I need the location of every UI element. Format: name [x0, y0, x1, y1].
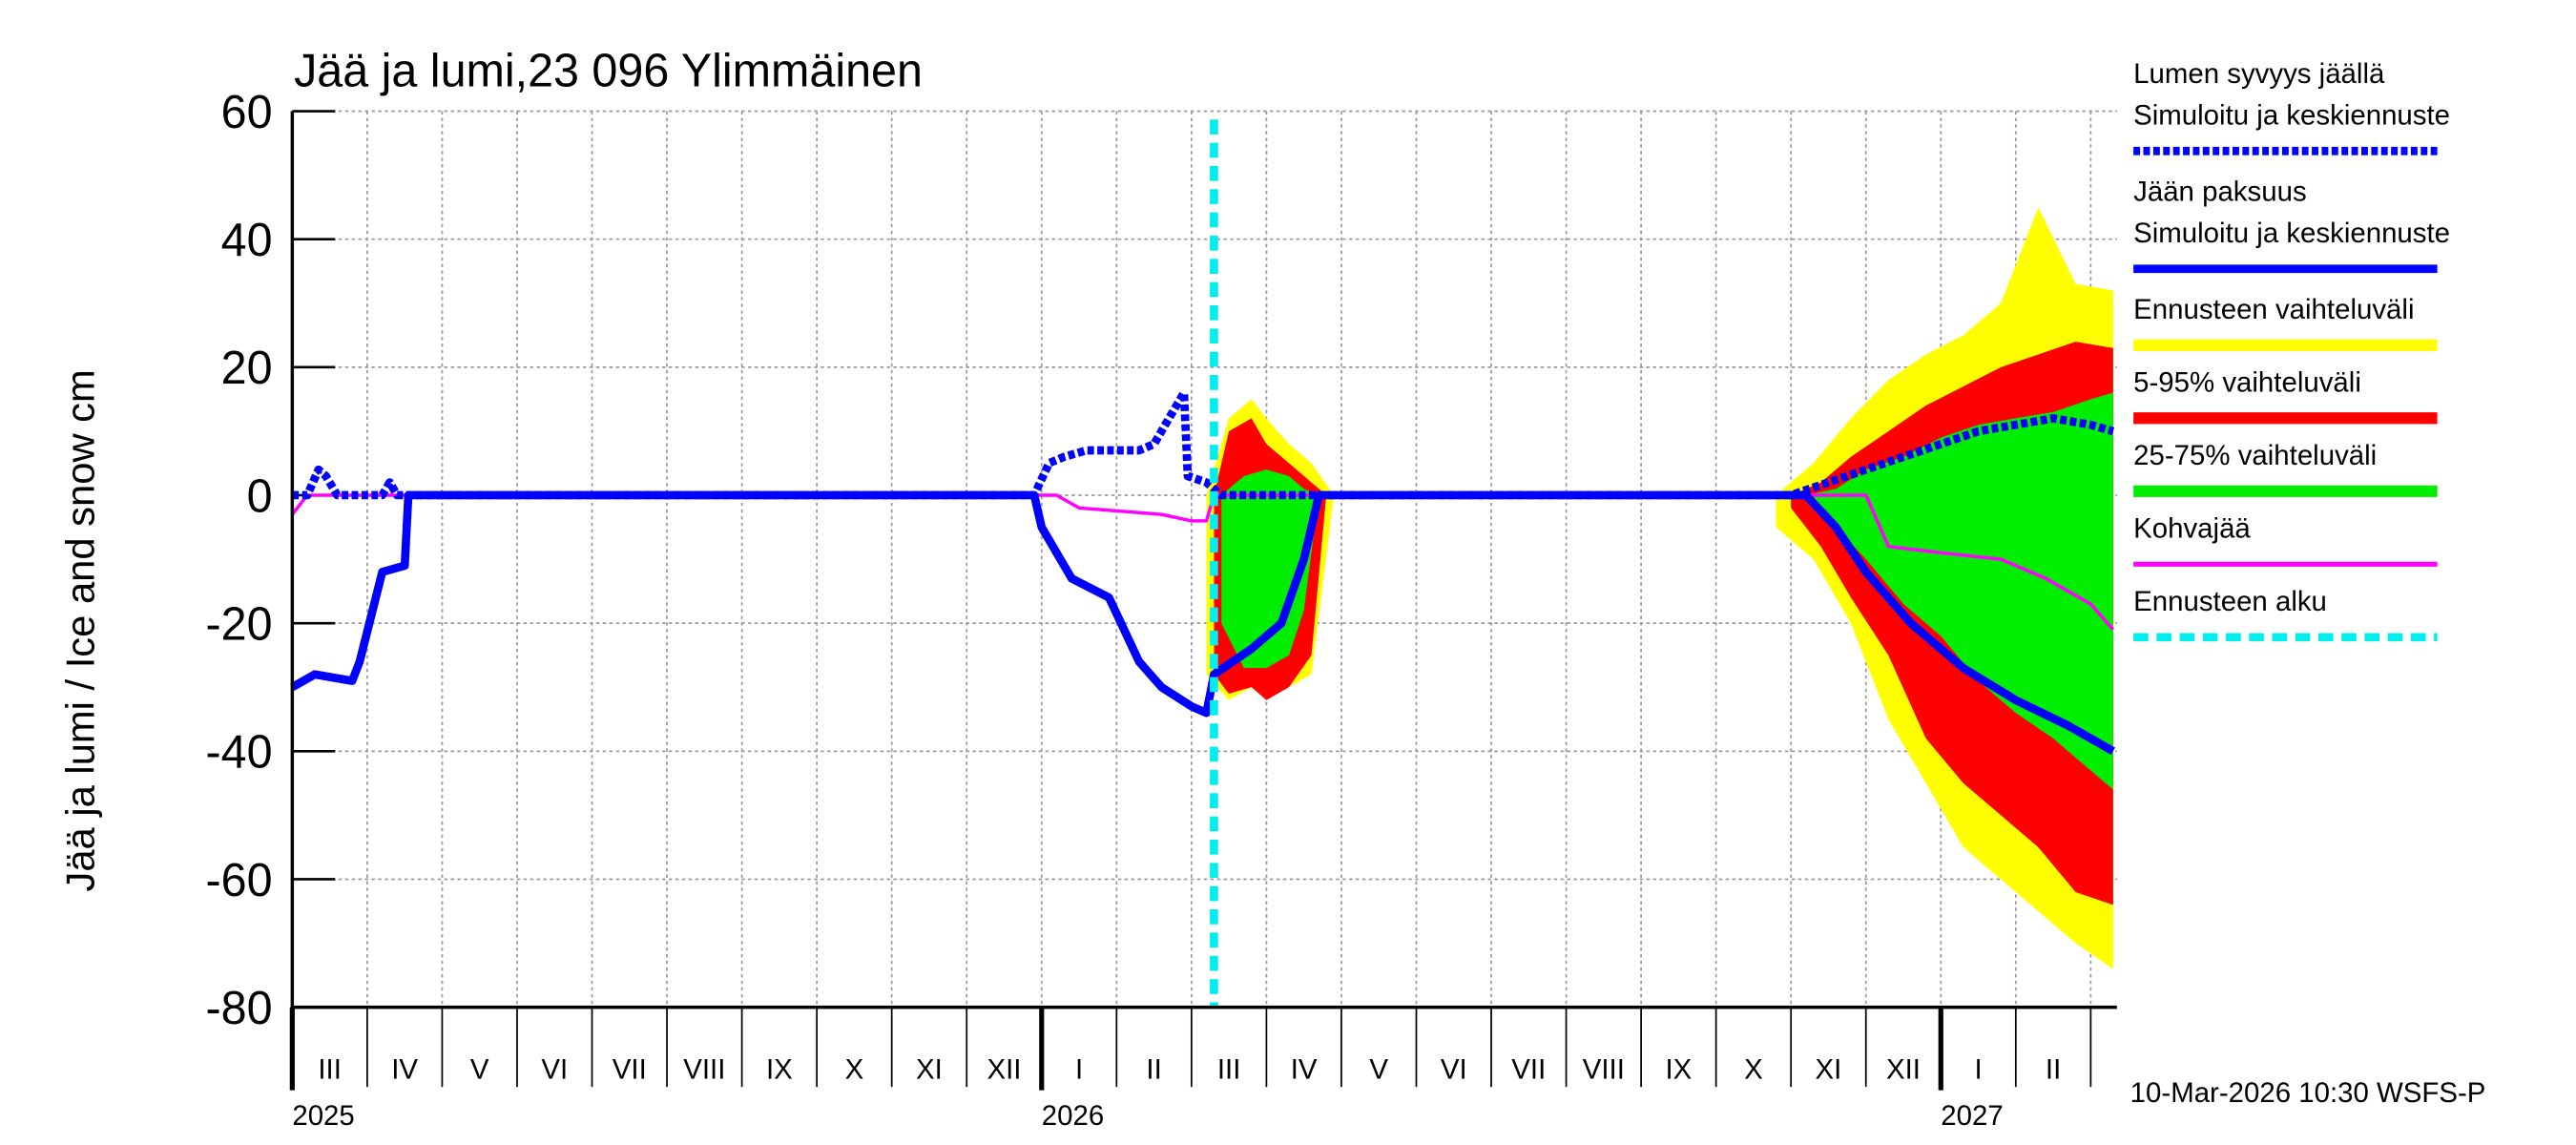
y-tick-label: -60: [206, 855, 273, 906]
band-area: [1221, 392, 2113, 790]
month-label: VIII: [683, 1053, 725, 1085]
month-label: II: [1146, 1053, 1161, 1085]
month-label: IX: [1665, 1053, 1692, 1085]
month-label: VII: [613, 1053, 647, 1085]
month-label: VI: [541, 1053, 568, 1085]
month-label: X: [1744, 1053, 1763, 1085]
month-label: IV: [1291, 1053, 1318, 1085]
chart-title: Jää ja lumi,23 096 Ylimmäinen: [294, 45, 923, 96]
y-axis-label: Jää ja lumi / Ice and snow cm: [58, 369, 103, 891]
month-label: IV: [391, 1053, 418, 1085]
month-label: XII: [1886, 1053, 1921, 1085]
y-tick-label: 0: [247, 470, 273, 522]
month-label: XI: [916, 1053, 943, 1085]
y-tick-label: 20: [221, 343, 273, 394]
series-line: [292, 388, 2115, 500]
legend-label: Ennusteen alku: [2133, 586, 2327, 617]
month-label: XI: [1816, 1053, 1842, 1085]
month-label: III: [318, 1053, 342, 1085]
legend-label: Lumen syvyys jäällä: [2133, 58, 2385, 90]
year-label: 2026: [1042, 1100, 1104, 1132]
y-tick-label: -40: [206, 727, 273, 779]
month-label: VII: [1511, 1053, 1546, 1085]
month-label: X: [845, 1053, 864, 1085]
legend-label: Ennusteen vaihteluväli: [2133, 294, 2414, 325]
year-label: 2027: [1941, 1100, 2003, 1132]
legend-label: Simuloitu ja keskiennuste: [2133, 218, 2450, 249]
y-tick-label: -20: [206, 598, 273, 650]
month-label: V: [1369, 1053, 1388, 1085]
legend-label: 25-75% vaihteluväli: [2133, 440, 2377, 471]
month-label: IX: [766, 1053, 793, 1085]
month-label: I: [1974, 1053, 1982, 1085]
footer: 10-Mar-2026 10:30 WSFS-P: [2130, 1077, 2486, 1109]
legend-label: Kohvajää: [2133, 512, 2251, 544]
series-line: [290, 490, 2115, 756]
month-label: III: [1217, 1053, 1241, 1085]
month-label: VI: [1441, 1053, 1467, 1085]
y-tick-label: 60: [221, 87, 273, 138]
legend-label: Simuloitu ja keskiennuste: [2133, 99, 2450, 131]
month-label: V: [470, 1053, 489, 1085]
month-label: I: [1075, 1053, 1083, 1085]
year-label: 2025: [292, 1100, 354, 1132]
y-tick-label: 40: [221, 215, 273, 266]
month-label: II: [2046, 1053, 2061, 1085]
month-label: VIII: [1583, 1053, 1625, 1085]
legend-label: Jään paksuus: [2133, 176, 2307, 207]
band-area: [1206, 207, 2113, 969]
month-label: XII: [987, 1053, 1022, 1085]
y-tick-label: -80: [206, 983, 273, 1034]
legend-label: 5-95% vaihteluväli: [2133, 366, 2361, 398]
